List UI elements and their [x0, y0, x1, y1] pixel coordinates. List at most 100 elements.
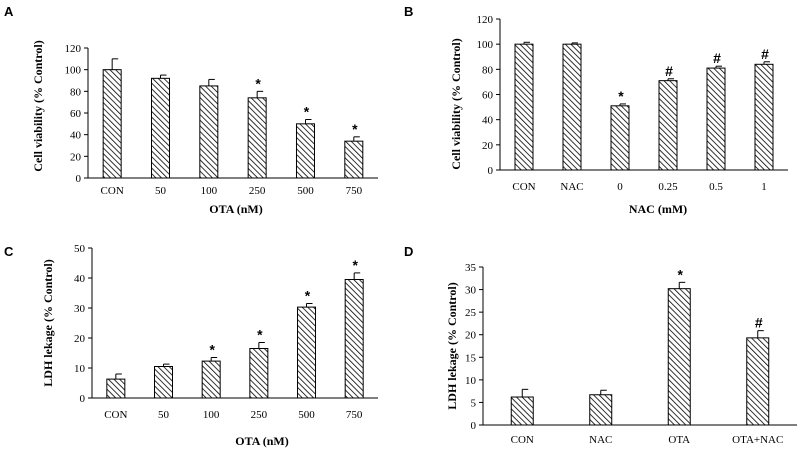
- panel-b-category-label: 0.5: [709, 181, 723, 193]
- panel-c-bar: [106, 378, 126, 399]
- panel-b-category-label: CON: [512, 181, 535, 193]
- panel-a-bar: [247, 97, 267, 179]
- panel-c-significance-marker: *: [352, 257, 358, 273]
- panel-c-bar: [297, 306, 317, 399]
- panel-c-ytick-label: 10: [74, 363, 86, 375]
- panel-d-label: D: [404, 244, 413, 259]
- panel-a-significance-marker: *: [352, 121, 358, 137]
- panel-c-category-label: 750: [346, 409, 363, 421]
- panel-a-ylabel: Cell viability (% Control): [31, 40, 45, 171]
- panel-a-category-label: CON: [101, 185, 124, 197]
- panel-a-label: A: [4, 4, 14, 19]
- panel-b-bar: [562, 43, 582, 171]
- panel-a-bar: [102, 69, 122, 179]
- panel-b-category-label: 1: [761, 181, 767, 193]
- panel-b-bar: [706, 67, 726, 171]
- panel-c-xlabel: OTA (nM): [235, 434, 288, 448]
- panel-d-category-label: OTA+NAC: [732, 434, 783, 446]
- panel-a-ytick-label: 60: [70, 108, 82, 120]
- panel-b-ytick-label: 100: [477, 39, 494, 51]
- panel-a-category-label: 100: [201, 185, 218, 197]
- panel-a-bar: [150, 77, 170, 179]
- panel-c-label: C: [4, 244, 14, 259]
- panel-b-bar: [658, 80, 678, 171]
- panel-d-ytick-label: 25: [465, 307, 477, 319]
- panel-d-bar: [667, 288, 691, 426]
- panel-b-ytick-label: 80: [482, 64, 494, 76]
- panel-b-ylabel: Cell viability (% Control): [449, 38, 463, 169]
- panel-d-bar: [746, 337, 770, 426]
- panel-b-bar: [514, 43, 534, 171]
- panel-c-category-label: 100: [203, 409, 220, 421]
- panel-a-category-label: 250: [249, 185, 266, 197]
- panel-b-ytick-label: 40: [482, 115, 494, 127]
- panel-a-bar: [199, 85, 219, 179]
- panel-c-significance-marker: *: [305, 288, 311, 304]
- panel-b-significance-marker: *: [618, 88, 624, 104]
- panel-b-category-label: 0.25: [658, 181, 678, 193]
- panel-d-ytick-label: 15: [465, 352, 477, 364]
- panel-c-ytick-label: 30: [74, 303, 86, 315]
- panel-b-category-label: 0: [617, 181, 623, 193]
- panel-a-significance-marker: *: [304, 104, 310, 120]
- panel-d-bar: [589, 394, 613, 426]
- panel-d-significance-marker: *: [678, 266, 684, 282]
- panel-c-category-label: 250: [251, 409, 268, 421]
- panel-c-category-label: 500: [298, 409, 315, 421]
- panel-b: B Cell viability (% Control) NAC (mM) 0 2…: [404, 4, 788, 216]
- panel-a-xlabel: OTA (nM): [209, 202, 262, 216]
- panel-c-significance-marker: *: [257, 327, 263, 343]
- panel-c-category-label: CON: [104, 409, 127, 421]
- panel-d-bar: [510, 396, 534, 426]
- panel-b-significance-marker: #: [713, 50, 721, 66]
- panel-a-category-label: 500: [297, 185, 314, 197]
- panel-b-ytick-label: 120: [477, 14, 494, 26]
- panel-b-label: B: [404, 4, 413, 19]
- panel-b-ytick-label: 20: [482, 140, 494, 152]
- panel-c-ytick-label: 0: [80, 393, 86, 405]
- panel-c-ytick-label: 40: [74, 273, 86, 285]
- panel-c-bar: [249, 348, 269, 399]
- panel-c-ylabel: LDH lekage (% Control): [41, 259, 55, 386]
- panel-d-category-label: OTA: [668, 434, 690, 446]
- panel-a-significance-marker: *: [255, 75, 261, 91]
- panel-b-bar: [754, 63, 774, 171]
- panel-d-ylabel: LDH lekage (% Control): [445, 282, 459, 409]
- panel-d-category-label: NAC: [589, 434, 612, 446]
- panel-a-ytick-label: 20: [70, 151, 82, 163]
- panel-a-bar: [295, 123, 315, 179]
- panel-a-ytick-label: 120: [65, 43, 82, 55]
- panel-d-significance-marker: #: [755, 315, 763, 331]
- panel-b-category-label: NAC: [560, 181, 583, 193]
- panel-d-ytick-label: 35: [465, 262, 477, 274]
- panel-d-ytick-label: 10: [465, 375, 477, 387]
- panel-c: C LDH lekage (% Control) OTA (nM) 0 10 20 3…: [4, 243, 378, 448]
- panel-c-significance-marker: *: [209, 342, 215, 358]
- panel-d-category-label: CON: [511, 434, 534, 446]
- panel-d-ytick-label: 20: [465, 330, 477, 342]
- panel-a-ytick-label: 0: [76, 173, 82, 185]
- panel-b-bar: [610, 105, 630, 171]
- panel-b-ytick-label: 0: [488, 165, 494, 177]
- panel-a-ytick-label: 80: [70, 86, 82, 98]
- panel-c-bar: [344, 279, 364, 399]
- panel-a-ytick-label: 100: [65, 65, 82, 77]
- panel-c-ytick-label: 20: [74, 333, 86, 345]
- panel-a-category-label: 50: [155, 185, 167, 197]
- panel-c-category-label: 50: [158, 409, 170, 421]
- panel-a: A Cell viability (% Control) OTA (nM) 0 2…: [4, 4, 378, 216]
- panel-d-ytick-label: 0: [471, 420, 477, 432]
- panel-d: D LDH lekage (% Control) 0 5 10 15 20 25 30 35 C…: [404, 244, 797, 446]
- panel-d-ytick-label: 30: [465, 285, 477, 297]
- panel-b-xlabel: NAC (mM): [629, 202, 687, 216]
- panel-c-bar: [154, 366, 174, 399]
- panel-c-bar: [201, 360, 221, 399]
- panel-d-ytick-label: 5: [471, 397, 477, 409]
- panel-a-ytick-label: 40: [70, 130, 82, 142]
- panel-b-ytick-label: 60: [482, 90, 494, 102]
- panel-a-category-label: 750: [346, 185, 363, 197]
- panel-a-bar: [344, 140, 364, 179]
- panel-b-significance-marker: #: [665, 63, 673, 79]
- panel-c-ytick-label: 50: [74, 243, 86, 255]
